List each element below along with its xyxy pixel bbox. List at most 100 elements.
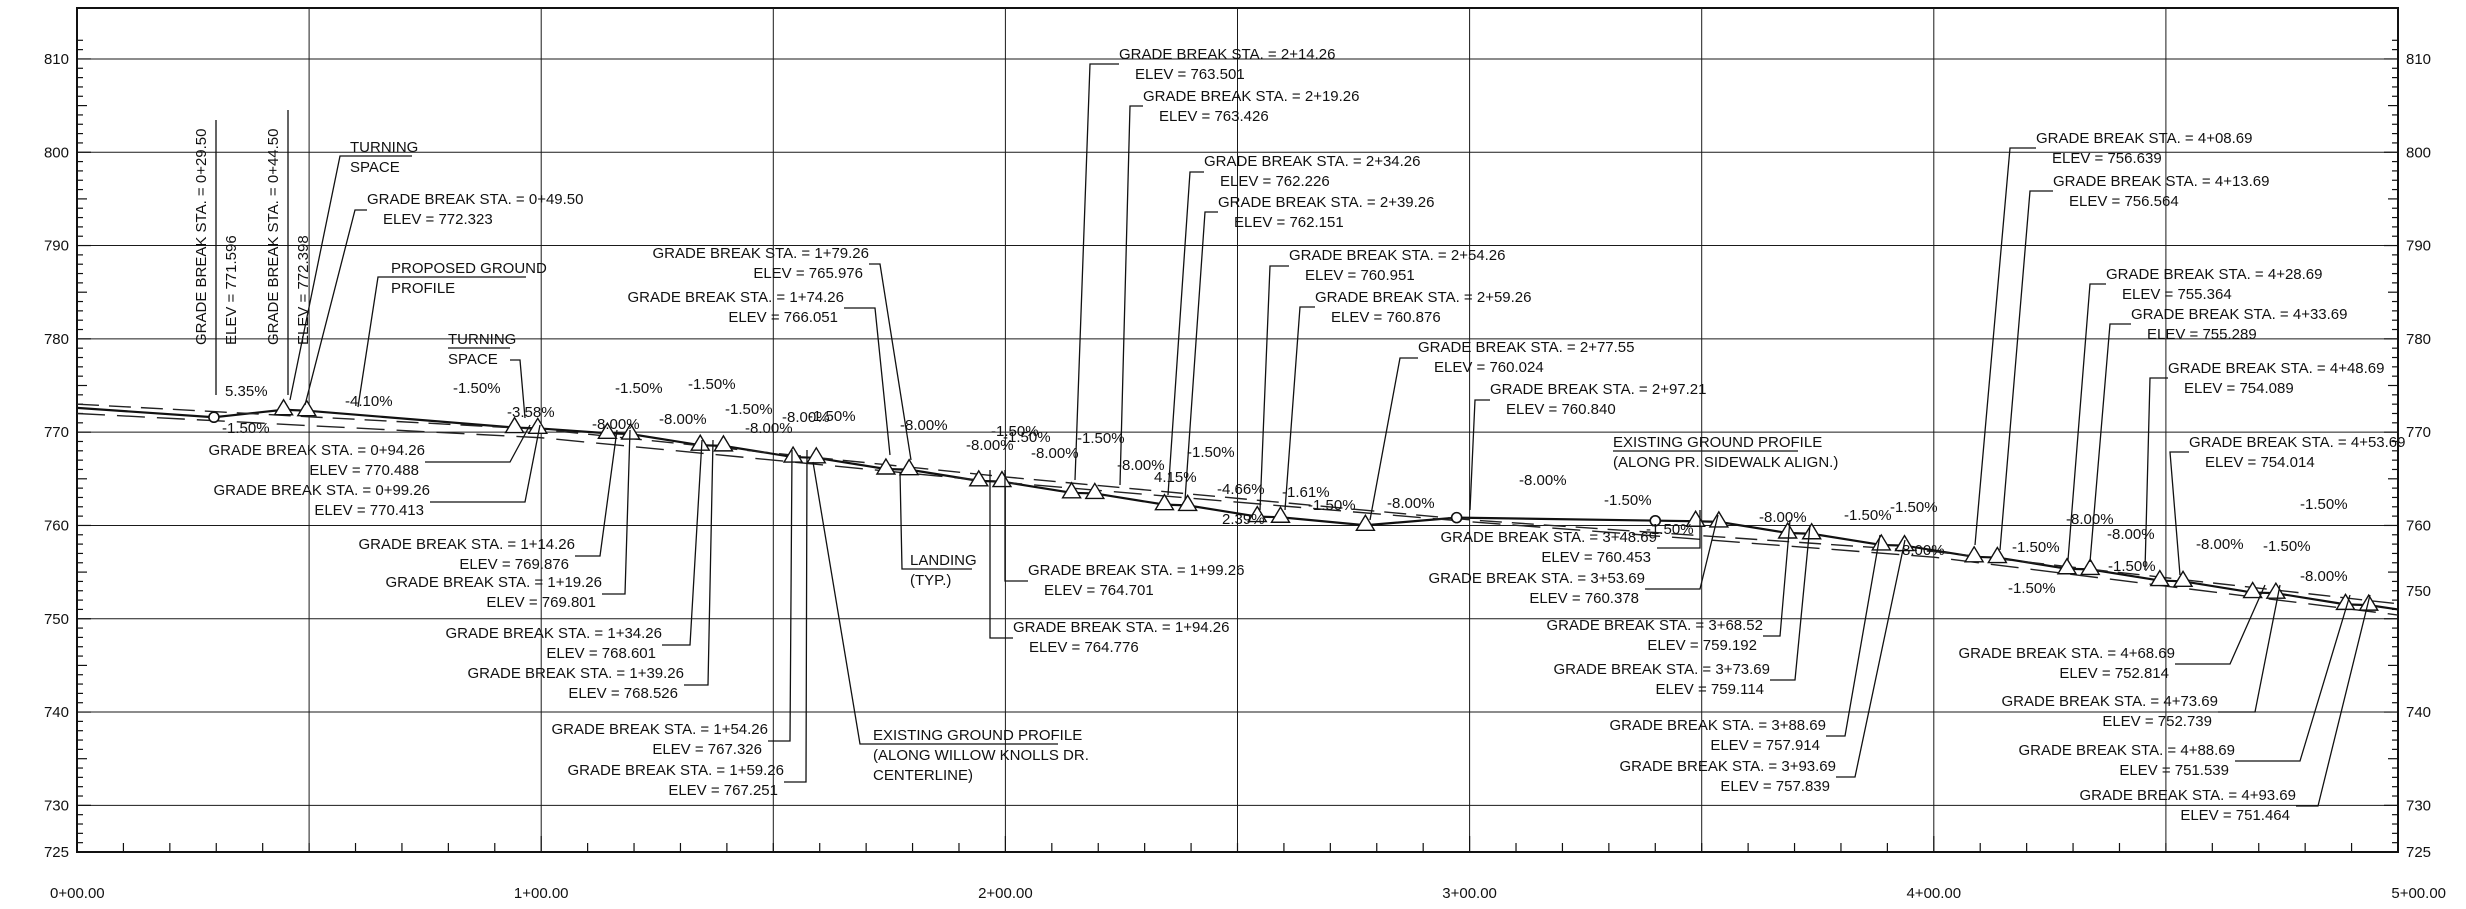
grade-break-triangle <box>1270 505 1291 523</box>
grade-break-callout: GRADE BREAK STA. = 2+77.55 ELEV = 760.024 <box>1369 339 1635 521</box>
grade-break-triangle <box>898 458 920 476</box>
grade-break-triangle <box>782 445 804 463</box>
callout-station: GRADE BREAK STA. = 3+88.69 <box>1610 717 1827 734</box>
grade-break-triangle <box>504 416 525 434</box>
slope-label: 5.35% <box>225 383 268 400</box>
callout-leader <box>575 429 618 557</box>
note-leader <box>812 461 873 745</box>
profile-note: EXISTING GROUND PROFILE (ALONG WILLOW KNO… <box>812 461 1089 784</box>
grade-break-callout: GRADE BREAK STA. = 3+93.69 ELEV = 757.839 <box>1620 539 1906 795</box>
slope-label: -8.00% <box>2196 536 2244 553</box>
callout-station: GRADE BREAK STA. = 4+48.69 <box>2168 360 2385 377</box>
callout-station: GRADE BREAK STA. = 2+39.26 <box>1218 194 1435 211</box>
grade-break-callout: GRADE BREAK STA. = 1+19.26 ELEV = 769.801 <box>386 429 631 611</box>
callout-elevation: ELEV = 770.488 <box>309 462 419 479</box>
slope-labels: 5.35%-1.50%-1.50%-4.10%-3.58%-1.50%-8.00… <box>222 376 2348 597</box>
grade-break-triangle <box>968 469 989 487</box>
slope-label: -8.00% <box>1897 542 1945 559</box>
note-leader <box>899 471 910 570</box>
grade-break-callout: GRADE BREAK STA. = 4+33.69 ELEV = 755.289 <box>2089 306 2348 563</box>
callout-leader <box>1119 105 1143 486</box>
callout-station: GRADE BREAK STA. = 0+49.50 <box>367 191 584 208</box>
slope-label: -8.00% <box>2300 568 2348 585</box>
y-axis-label: 810 <box>44 51 69 68</box>
grade-break-triangle <box>875 457 897 475</box>
y-axis-label: 780 <box>44 331 69 348</box>
note-text: TURNING <box>448 331 516 348</box>
y-axis-label-right: 790 <box>2406 238 2431 255</box>
callout-station: GRADE BREAK STA. = 1+59.26 <box>568 762 785 779</box>
grade-break-triangle <box>2335 593 2356 611</box>
slope-label: -8.00% <box>1519 472 1567 489</box>
station-label: 2+00.00 <box>978 885 1033 902</box>
y-axis-label: 790 <box>44 238 69 255</box>
grade-break-callout: GRADE BREAK STA. = 1+14.26 ELEV = 769.876 <box>359 429 618 573</box>
slope-label: -8.00% <box>745 420 793 437</box>
callout-station: GRADE BREAK STA. = 1+74.26 <box>628 289 845 306</box>
callout-leader <box>1004 470 1028 582</box>
slope-label: -1.50% <box>1308 497 1356 514</box>
callout-station: GRADE BREAK STA. = 4+13.69 <box>2053 173 2270 190</box>
note-text: (ALONG PR. SIDEWALK ALIGN.) <box>1613 454 1838 471</box>
note-text: CENTERLINE) <box>873 767 973 784</box>
callout-station: GRADE BREAK STA. = 4+33.69 <box>2131 306 2348 323</box>
callout-elevation: ELEV = 772.398 <box>295 235 312 345</box>
callout-station: GRADE BREAK STA. = 1+34.26 <box>446 625 663 642</box>
grade-break-callout: GRADE BREAK STA. = 1+79.26 ELEV = 765.976 <box>653 245 912 461</box>
callout-elevation: ELEV = 752.739 <box>2102 713 2212 730</box>
callout-station: GRADE BREAK STA. = 1+19.26 <box>386 574 603 591</box>
grade-break-callout: GRADE BREAK STA. = 4+93.69 ELEV = 751.464 <box>2080 594 2371 824</box>
y-axis-label-right: 760 <box>2406 517 2431 534</box>
grade-break-callout: GRADE BREAK STA. = 0+49.50 ELEV = 772.323 <box>304 191 584 406</box>
callout-elevation: ELEV = 764.776 <box>1029 639 1139 656</box>
grade-break-callout: GRADE BREAK STA. = 1+74.26 ELEV = 766.051 <box>628 289 891 456</box>
callout-leader <box>2218 584 2281 713</box>
y-axis-label-right: 770 <box>2406 424 2431 441</box>
grade-break-triangle <box>1177 494 1198 512</box>
y-axis-label-right: 730 <box>2406 797 2431 814</box>
callout-elevation: ELEV = 755.364 <box>2122 286 2232 303</box>
profile-note: LANDING (TYP.) <box>899 471 977 589</box>
y-axis-label: 730 <box>44 797 69 814</box>
callout-elevation: ELEV = 756.564 <box>2069 193 2179 210</box>
grade-break-markers <box>208 398 2379 611</box>
y-axis-label-right: 725 <box>2406 844 2431 861</box>
callout-leader <box>602 429 631 595</box>
callout-station: GRADE BREAK STA. = 2+14.26 <box>1119 46 1336 63</box>
slope-label: -8.00% <box>2066 511 2114 528</box>
grade-break-callout: GRADE BREAK STA. = 4+13.69 ELEV = 756.564 <box>1999 173 2270 551</box>
grade-break-triangle <box>1061 481 1082 499</box>
note-text: EXISTING GROUND PROFILE <box>1613 434 1822 451</box>
callout-elevation: ELEV = 763.426 <box>1159 108 1269 125</box>
slope-label: -8.00% <box>900 417 948 434</box>
callout-leader <box>1763 519 1791 637</box>
callout-leader <box>2067 283 2106 561</box>
grade-break-callout: GRADE BREAK STA. = 2+59.26 ELEV = 760.876 <box>1284 289 1532 511</box>
existing-sidewalk-line <box>76 412 2399 616</box>
callout-station: GRADE BREAK STA. = 2+59.26 <box>1315 289 1532 306</box>
grade-break-callout: GRADE BREAK STA. = 2+34.26 ELEV = 762.226 <box>1167 153 1421 496</box>
station-label: 1+00.00 <box>514 885 569 902</box>
note-text: TURNING <box>350 139 418 156</box>
slope-label: -1.50% <box>1604 492 1652 509</box>
slope-label: -4.66% <box>1217 481 1265 498</box>
note-text: LANDING <box>910 552 977 569</box>
callout-elevation: ELEV = 760.951 <box>1305 267 1415 284</box>
callout-station: GRADE BREAK STA. = 4+88.69 <box>2019 742 2236 759</box>
callout-leader <box>989 470 1013 639</box>
slope-label: -1.50% <box>725 401 773 418</box>
callout-elevation: ELEV = 757.914 <box>1710 737 1820 754</box>
vertical-grade-break-callout: GRADE BREAK STA. = 0+44.50 ELEV = 772.398 <box>265 110 312 395</box>
grade-break-callout: GRADE BREAK STA. = 4+88.69 ELEV = 751.539 <box>2019 594 2351 779</box>
callout-elevation: ELEV = 764.701 <box>1044 582 1154 599</box>
vertical-grade-break-callout: GRADE BREAK STA. = 0+29.50 ELEV = 771.596 <box>193 120 240 395</box>
grade-break-triangle <box>1154 493 1175 511</box>
callout-station: GRADE BREAK STA. = 1+39.26 <box>468 665 685 682</box>
callout-station: GRADE BREAK STA. = 1+94.26 <box>1013 619 1230 636</box>
callout-leader <box>1259 265 1289 511</box>
y-axis-label: 770 <box>44 424 69 441</box>
callout-leader <box>1999 190 2053 551</box>
callout-elevation: ELEV = 765.976 <box>753 265 863 282</box>
callout-station: GRADE BREAK STA. = 2+19.26 <box>1143 88 1360 105</box>
